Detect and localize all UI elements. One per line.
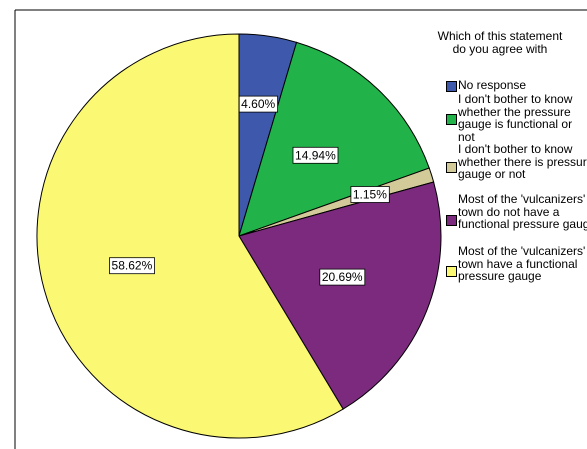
slice-value-label: 1.15% xyxy=(353,188,387,202)
legend-swatch xyxy=(446,114,457,125)
legend-label: Most of the 'vulcanizers' in town have a… xyxy=(458,244,587,283)
slice-label-box xyxy=(350,186,390,203)
slice-label-box xyxy=(238,95,278,113)
legend-item-no-response: No response xyxy=(446,79,587,93)
slice-label-box xyxy=(109,257,155,275)
pie-slice xyxy=(238,41,430,237)
legend-item-vulcanizers-no-gauge: Most of the 'vulcanizers' in town do not… xyxy=(446,193,587,245)
legend-label: Most of the 'vulcanizers' in town do not… xyxy=(458,192,587,231)
legend-title: Which of this statement do you agree wit… xyxy=(437,29,563,56)
legend-label: No response xyxy=(458,79,527,92)
pie-slice xyxy=(36,33,344,439)
slice-label-box xyxy=(292,146,339,164)
legend-item-gauge-exists: I don't bother to know whether there is … xyxy=(446,143,587,193)
slice-label-box xyxy=(319,268,366,286)
legend-swatch xyxy=(446,266,457,277)
legend-swatch xyxy=(446,81,457,92)
legend-item-gauge-functional: I don't bother to know whether the press… xyxy=(446,93,587,143)
slice-value-label: 14.94% xyxy=(295,148,336,162)
legend-label: I don't bother to know whether the press… xyxy=(458,92,573,144)
legend-label: I don't bother to know whether there is … xyxy=(458,142,587,181)
legend-swatch xyxy=(446,215,457,226)
pie-slice xyxy=(238,181,442,410)
slice-value-label: 4.60% xyxy=(241,97,275,111)
slice-value-label: 20.69% xyxy=(322,270,363,284)
legend-item-vulcanizers-gauge: Most of the 'vulcanizers' in town have a… xyxy=(446,245,587,295)
legend-swatch xyxy=(446,162,457,173)
legend: No response I don't bother to know wheth… xyxy=(446,79,587,295)
slice-value-label: 58.62% xyxy=(112,259,153,273)
